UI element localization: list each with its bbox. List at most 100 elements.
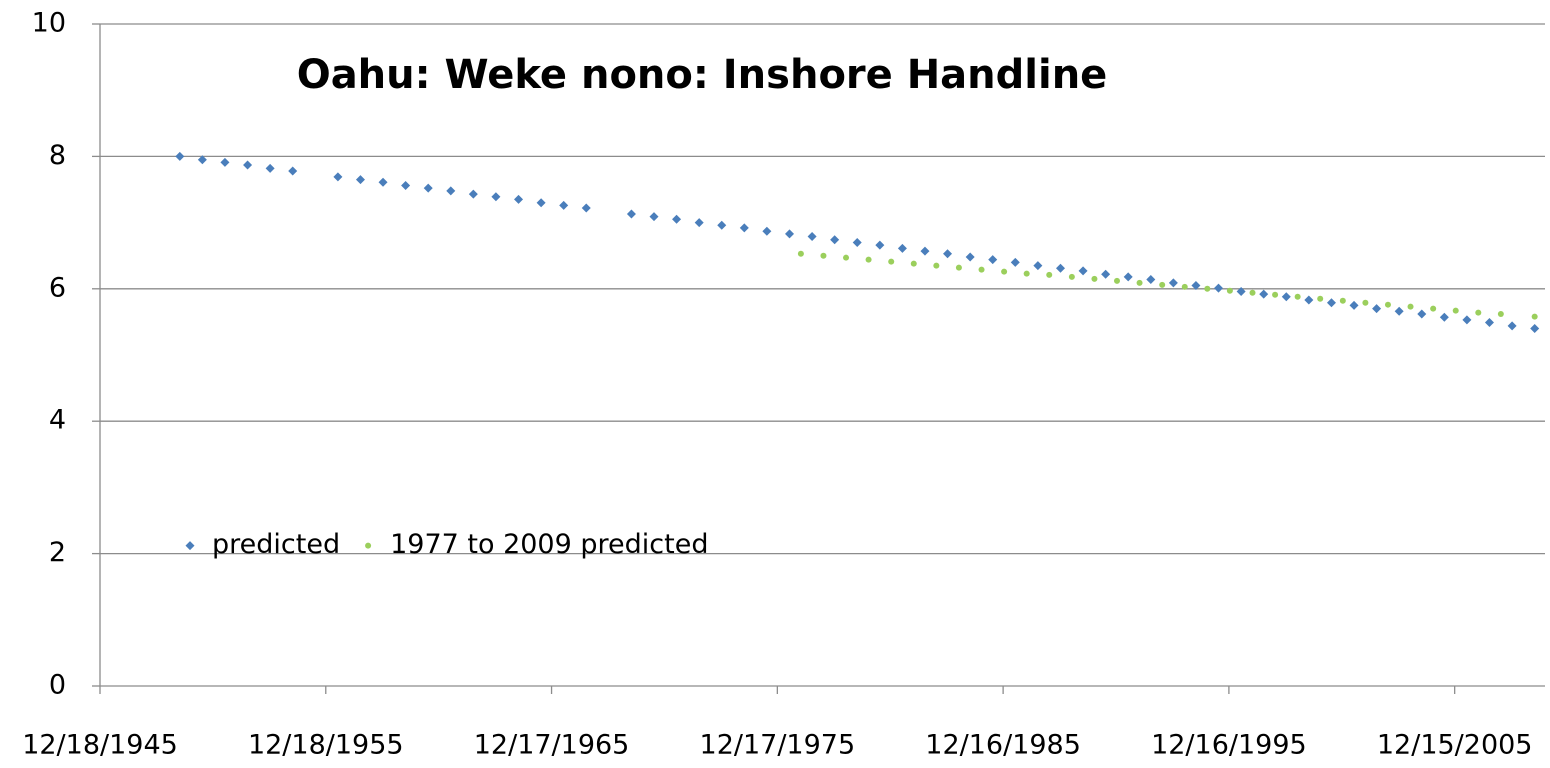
marker [978,266,985,273]
marker [888,258,895,265]
marker [1417,309,1427,319]
marker [1236,286,1246,296]
marker [1281,292,1291,302]
marker [762,226,772,236]
marker [1159,281,1166,288]
marker [559,200,569,210]
marker [865,256,872,263]
marker [830,235,840,245]
marker [820,252,827,259]
marker [265,163,275,173]
marker [378,177,388,187]
marker [672,214,682,224]
marker [1033,261,1043,271]
marker [536,198,546,208]
marker [1339,297,1346,304]
marker [1507,321,1517,331]
marker [220,157,230,167]
y-tick-label: 10 [32,8,66,39]
x-tick-label: 12/17/1965 [474,730,630,761]
marker [401,181,411,191]
marker [988,255,998,265]
marker [1214,283,1224,293]
chart-title: Oahu: Weke nono: Inshore Handline [297,52,1108,98]
marker [468,189,478,199]
marker [1101,269,1111,279]
marker [288,166,298,176]
marker [355,175,365,185]
marker [1123,272,1133,282]
legend-marker [365,542,372,549]
marker [1497,310,1504,317]
marker [1136,279,1143,286]
marker [717,220,727,230]
marker [1475,309,1482,316]
marker [1023,270,1030,277]
marker [1326,298,1336,308]
marker [955,264,962,271]
marker [1407,303,1414,310]
marker [1001,268,1008,275]
marker [626,209,636,219]
marker [1113,277,1120,284]
marker [1010,257,1020,267]
x-tick-label: 12/18/1955 [248,730,404,761]
marker [446,186,456,196]
marker [581,203,591,213]
legend-label: 1977 to 2009 predicted [390,529,708,560]
marker [943,249,953,259]
marker [423,183,433,193]
marker [1484,318,1494,328]
marker [1317,295,1324,302]
marker [807,232,817,242]
marker [1226,287,1233,294]
marker [1394,306,1404,316]
marker [1430,305,1437,312]
y-tick-label: 0 [49,670,66,701]
marker [1439,312,1449,322]
marker [1372,304,1382,314]
marker [797,250,804,257]
marker [1091,275,1098,282]
marker [1046,271,1053,278]
y-tick-label: 8 [49,140,66,171]
marker [1191,280,1201,290]
marker [1168,278,1178,288]
marker [920,246,930,256]
marker [785,229,795,239]
marker [843,254,850,261]
marker [1055,263,1065,273]
x-tick-label: 12/15/2005 [1377,730,1533,761]
marker [1362,299,1369,306]
marker [1259,289,1269,299]
marker [1068,273,1075,280]
marker [852,237,862,247]
marker [897,243,907,253]
marker [491,192,501,202]
legend-marker [185,541,195,551]
marker [1530,324,1540,334]
marker [1204,285,1211,292]
marker [1452,307,1459,314]
x-tick-label: 12/18/1945 [22,730,178,761]
marker [333,172,343,182]
marker [933,262,940,269]
x-tick-label: 12/16/1985 [925,730,1081,761]
marker [514,194,524,204]
marker [1078,266,1088,276]
marker [694,218,704,228]
x-tick-label: 12/17/1975 [700,730,856,761]
marker [1181,283,1188,290]
marker [1531,313,1538,320]
marker [243,160,253,170]
marker [739,223,749,233]
marker [965,252,975,262]
marker [1294,293,1301,300]
marker [875,240,885,250]
marker [649,212,659,222]
marker [1462,315,1472,325]
marker [197,155,207,165]
marker [1349,300,1359,310]
